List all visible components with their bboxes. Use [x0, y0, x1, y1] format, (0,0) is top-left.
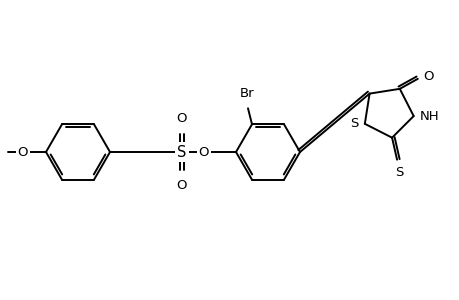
Text: NH: NH	[419, 110, 438, 123]
Text: S: S	[177, 145, 186, 160]
Text: O: O	[17, 146, 28, 158]
Text: S: S	[350, 117, 358, 130]
Text: O: O	[198, 146, 209, 158]
Text: S: S	[394, 166, 403, 179]
Text: O: O	[422, 70, 432, 83]
Text: O: O	[176, 179, 187, 192]
Text: O: O	[176, 112, 187, 125]
Text: Br: Br	[239, 87, 254, 100]
